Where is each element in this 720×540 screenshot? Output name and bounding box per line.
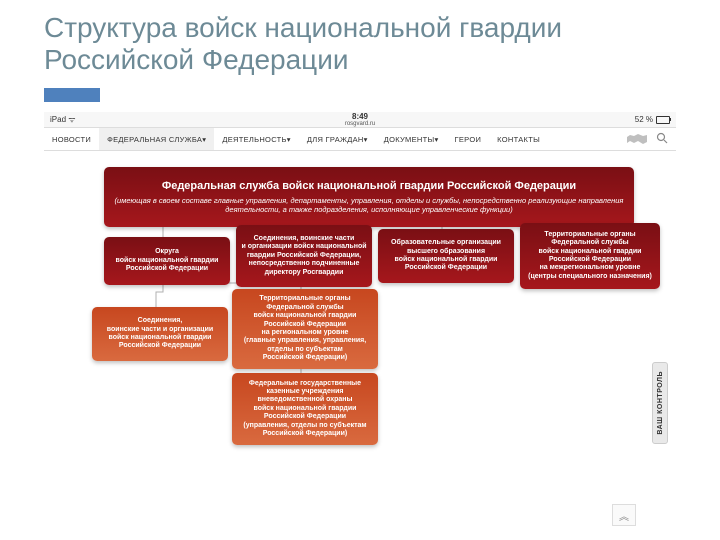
- chevron-down-icon: ▾: [287, 135, 291, 144]
- chevron-down-icon: ▾: [364, 135, 368, 144]
- nav-item-citizens[interactable]: ДЛЯ ГРАЖДАН ▾: [299, 128, 376, 150]
- nav-item-citizens-label: ДЛЯ ГРАЖДАН: [307, 135, 364, 144]
- chevron-up-icon: ︽: [619, 508, 629, 523]
- ipad-host: rosgvard.ru: [345, 121, 375, 127]
- chevron-down-icon: ▾: [202, 135, 206, 144]
- ipad-label-text: iPad: [50, 115, 66, 124]
- battery-percent: 52 %: [635, 115, 653, 124]
- side-tab-label: ВАШ КОНТРОЛЬ: [657, 371, 664, 435]
- nav-item-federal-label: ФЕДЕРАЛЬНАЯ СЛУЖБА: [107, 135, 202, 144]
- nav-item-documents[interactable]: ДОКУМЕНТЫ ▾: [376, 128, 447, 150]
- ipad-device-label: iPad ᯤ: [50, 114, 76, 125]
- org-node-root: Федеральная служба войск национальной гв…: [104, 167, 634, 227]
- org-node-g1: Соединения, воинские части и организации…: [92, 307, 228, 361]
- ipad-right: 52 %: [635, 115, 670, 124]
- nav-item-activity[interactable]: ДЕЯТЕЛЬНОСТЬ ▾: [214, 128, 299, 150]
- ipad-center: 8:49 rosgvard.ru: [345, 113, 375, 127]
- org-node-c1: Округа войск национальной гвардии Россий…: [104, 237, 230, 285]
- battery-icon: [656, 116, 670, 124]
- org-node-c4: Территориальные органы Федеральной служб…: [520, 223, 660, 289]
- site-nav: НОВОСТИ ФЕДЕРАЛЬНАЯ СЛУЖБА ▾ ДЕЯТЕЛЬНОСТ…: [44, 127, 676, 151]
- nav-item-federal[interactable]: ФЕДЕРАЛЬНАЯ СЛУЖБА ▾: [99, 128, 214, 150]
- scroll-top-button[interactable]: ︽: [612, 504, 636, 526]
- chevron-down-icon: ▾: [434, 135, 438, 144]
- wifi-icon: ᯤ: [68, 115, 75, 124]
- org-node-c2: Соединения, воинские части и организации…: [236, 225, 372, 287]
- nav-item-contacts[interactable]: КОНТАКТЫ: [489, 128, 548, 150]
- search-icon[interactable]: [648, 132, 676, 146]
- ipad-time: 8:49: [345, 113, 375, 121]
- ipad-status-bar: iPad ᯤ 8:49 rosgvard.ru 52 %: [44, 112, 676, 127]
- org-node-g2: Территориальные органы Федеральной служб…: [232, 289, 378, 369]
- side-tab[interactable]: ВАШ КОНТРОЛЬ: [652, 362, 668, 444]
- accent-block: [44, 88, 100, 102]
- map-icon[interactable]: [626, 133, 648, 145]
- nav-item-documents-label: ДОКУМЕНТЫ: [384, 135, 435, 144]
- content-screenshot: iPad ᯤ 8:49 rosgvard.ru 52 % НОВОСТИ ФЕД…: [44, 112, 676, 530]
- org-node-c3: Образовательные организации высшего обра…: [378, 229, 514, 283]
- org-node-g3: Федеральные государственные казенные учр…: [232, 373, 378, 445]
- org-chart: Федеральная служба войск национальной гв…: [44, 167, 676, 507]
- nav-item-heroes[interactable]: ГЕРОИ: [447, 128, 490, 150]
- nav-item-news[interactable]: НОВОСТИ: [44, 128, 99, 150]
- slide-title: Структура войск национальной гвардии Рос…: [44, 12, 690, 76]
- nav-item-activity-label: ДЕЯТЕЛЬНОСТЬ: [222, 135, 286, 144]
